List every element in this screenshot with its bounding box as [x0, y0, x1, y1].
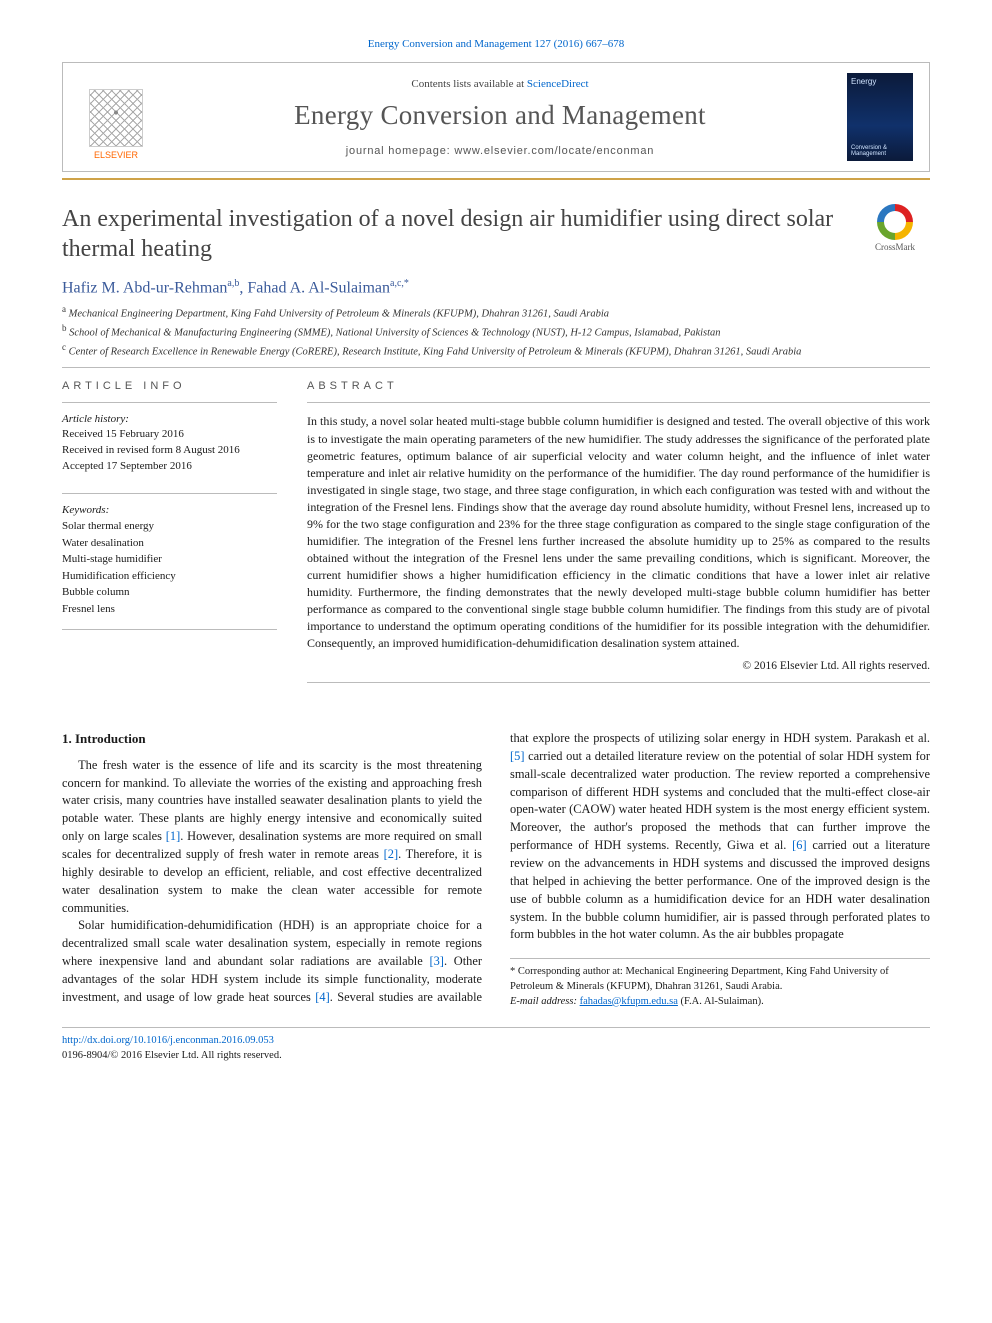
- running-citation: Energy Conversion and Management 127 (20…: [62, 38, 930, 50]
- history-accepted: Accepted 17 September 2016: [62, 459, 277, 475]
- homepage-prefix: journal homepage:: [346, 145, 455, 157]
- abs-rule-top: [307, 402, 930, 403]
- journal-masthead: ELSEVIER Contents lists available at Sci…: [62, 62, 930, 172]
- journal-title: Energy Conversion and Management: [171, 100, 829, 131]
- elsevier-tree-icon: [89, 89, 143, 147]
- article-info-col: ARTICLE INFO Article history: Received 1…: [62, 380, 277, 692]
- sciencedirect-link[interactable]: ScienceDirect: [527, 78, 589, 90]
- email-paren: (F.A. Al-Sulaiman).: [678, 996, 764, 1007]
- publisher-logo: ELSEVIER: [79, 74, 153, 160]
- author-1-affil: a,b: [227, 278, 239, 289]
- crossmark-icon: [877, 204, 913, 240]
- author-2-affil: a,c,: [390, 278, 404, 289]
- abstract-label: ABSTRACT: [307, 380, 930, 392]
- affiliations: a Mechanical Engineering Department, Kin…: [62, 303, 930, 359]
- paper-title: An experimental investigation of a novel…: [62, 204, 844, 264]
- body-columns: 1. Introduction The fresh water is the e…: [62, 730, 930, 1009]
- keywords-head: Keywords:: [62, 504, 277, 516]
- affil-b-text: School of Mechanical & Manufacturing Eng…: [69, 328, 720, 339]
- intro-2d: carried out a detailed literature review…: [510, 749, 930, 852]
- journal-homepage: journal homepage: www.elsevier.com/locat…: [171, 145, 829, 157]
- citation-link[interactable]: Energy Conversion and Management 127 (20…: [368, 38, 624, 50]
- keyword: Humidification efficiency: [62, 568, 277, 585]
- ref-4[interactable]: [4]: [315, 990, 329, 1004]
- affil-a-text: Mechanical Engineering Department, King …: [69, 309, 609, 320]
- contents-line: Contents lists available at ScienceDirec…: [171, 78, 829, 90]
- info-abstract-row: ARTICLE INFO Article history: Received 1…: [62, 380, 930, 692]
- abs-rule-bottom: [307, 682, 930, 683]
- issn-copyright: 0196-8904/© 2016 Elsevier Ltd. All right…: [62, 1050, 282, 1061]
- authors-line: Hafiz M. Abd-ur-Rehmana,b, Fahad A. Al-S…: [62, 278, 930, 297]
- corr-text: Corresponding author at: Mechanical Engi…: [510, 966, 889, 992]
- homepage-url: www.elsevier.com/locate/enconman: [454, 145, 654, 157]
- doi-footer: http://dx.doi.org/10.1016/j.enconman.201…: [62, 1027, 930, 1063]
- intro-2a: Solar humidification-dehumidification (H…: [62, 918, 482, 968]
- info-rule-1: [62, 402, 277, 403]
- corr-email-line: E-mail address: fahadas@kfupm.edu.sa (F.…: [510, 995, 930, 1010]
- corr-star-icon: *: [404, 278, 409, 289]
- doi-link[interactable]: http://dx.doi.org/10.1016/j.enconman.201…: [62, 1035, 274, 1046]
- cover-label-bottom: Conversion & Management: [851, 145, 909, 157]
- keywords-list: Solar thermal energy Water desalination …: [62, 518, 277, 617]
- ref-2[interactable]: [2]: [384, 847, 398, 861]
- publisher-name: ELSEVIER: [94, 150, 138, 160]
- ref-3[interactable]: [3]: [429, 954, 443, 968]
- corresponding-author-block: * Corresponding author at: Mechanical En…: [510, 958, 930, 1009]
- affil-c-text: Center of Research Excellence in Renewab…: [69, 346, 802, 357]
- history-head: Article history:: [62, 413, 277, 425]
- rule-above-body: [62, 707, 930, 708]
- corr-email[interactable]: fahadas@kfupm.edu.sa: [580, 996, 678, 1007]
- masthead-center: Contents lists available at ScienceDirec…: [171, 78, 829, 157]
- affil-b: b School of Mechanical & Manufacturing E…: [62, 322, 930, 341]
- page-root: Energy Conversion and Management 127 (20…: [0, 0, 992, 1094]
- history-revised: Received in revised form 8 August 2016: [62, 443, 277, 459]
- ref-6[interactable]: [6]: [792, 838, 806, 852]
- rule-above-abs: [62, 367, 930, 368]
- email-label: E-mail address:: [510, 996, 580, 1007]
- keyword: Water desalination: [62, 535, 277, 552]
- title-row: An experimental investigation of a novel…: [62, 204, 930, 264]
- affil-a: a Mechanical Engineering Department, Kin…: [62, 303, 930, 322]
- copyright-line: © 2016 Elsevier Ltd. All rights reserved…: [307, 660, 930, 672]
- history-lines: Received 15 February 2016 Received in re…: [62, 427, 277, 475]
- intro-2e: carried out a literature review on the a…: [510, 838, 930, 941]
- keyword: Multi-stage humidifier: [62, 551, 277, 568]
- contents-prefix: Contents lists available at: [411, 78, 526, 90]
- abstract-col: ABSTRACT In this study, a novel solar he…: [307, 380, 930, 692]
- article-info-label: ARTICLE INFO: [62, 380, 277, 392]
- crossmark-label: CrossMark: [875, 242, 915, 252]
- cover-label-top: Energy: [851, 77, 909, 86]
- crossmark-badge[interactable]: CrossMark: [860, 204, 930, 252]
- keyword: Solar thermal energy: [62, 518, 277, 535]
- info-rule-2: [62, 493, 277, 494]
- abstract-text: In this study, a novel solar heated mult…: [307, 413, 930, 651]
- accent-rule: [62, 178, 930, 180]
- intro-para-1: The fresh water is the essence of life a…: [62, 757, 482, 918]
- ref-5[interactable]: [5]: [510, 749, 524, 763]
- keyword: Fresnel lens: [62, 601, 277, 618]
- section-heading: 1. Introduction: [62, 730, 482, 749]
- affil-c: c Center of Research Excellence in Renew…: [62, 341, 930, 360]
- journal-cover-thumb: Energy Conversion & Management: [847, 73, 913, 161]
- ref-1[interactable]: [1]: [166, 829, 180, 843]
- history-received: Received 15 February 2016: [62, 427, 277, 443]
- info-rule-3: [62, 629, 277, 630]
- corr-line: * Corresponding author at: Mechanical En…: [510, 965, 930, 994]
- author-2: Fahad A. Al-Sulaiman: [247, 279, 390, 296]
- keyword: Bubble column: [62, 584, 277, 601]
- author-1: Hafiz M. Abd-ur-Rehman: [62, 279, 227, 296]
